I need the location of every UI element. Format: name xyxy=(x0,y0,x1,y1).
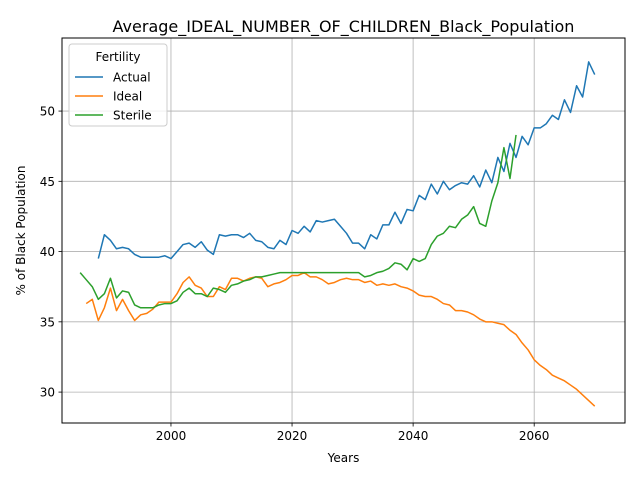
plot-frame xyxy=(61,37,626,424)
x-tick-label: 2040 xyxy=(398,429,429,443)
legend-label-sterile: Sterile xyxy=(113,109,152,123)
legend-title: Fertility xyxy=(95,50,140,64)
x-tick-label: 2060 xyxy=(519,429,550,443)
y-tick-label: 30 xyxy=(40,386,55,400)
y-tick-label: 45 xyxy=(40,175,55,189)
y-tick-label: 40 xyxy=(40,245,55,259)
y-tick-label: 35 xyxy=(40,315,55,329)
chart-title: Average_IDEAL_NUMBER_OF_CHILDREN_Black_P… xyxy=(113,17,575,37)
y-tick-label: 50 xyxy=(40,105,55,119)
legend-box xyxy=(68,43,168,127)
legend-label-ideal: Ideal xyxy=(113,90,142,104)
legend: Fertility Actual Ideal Sterile xyxy=(68,43,168,127)
x-tick-label: 2000 xyxy=(156,429,187,443)
series-line-sterile xyxy=(79,134,517,309)
y-axis-label: % of Black Population xyxy=(14,166,28,296)
x-tick-label: 2020 xyxy=(277,429,308,443)
x-axis-label: Years xyxy=(327,451,360,465)
series-line-actual xyxy=(97,61,596,260)
axis-ticks: 2000 2020 2040 2060 30 35 40 45 50 xyxy=(40,105,550,443)
legend-label-actual: Actual xyxy=(113,71,151,85)
series-line-ideal xyxy=(85,271,596,407)
series-lines xyxy=(79,61,596,407)
